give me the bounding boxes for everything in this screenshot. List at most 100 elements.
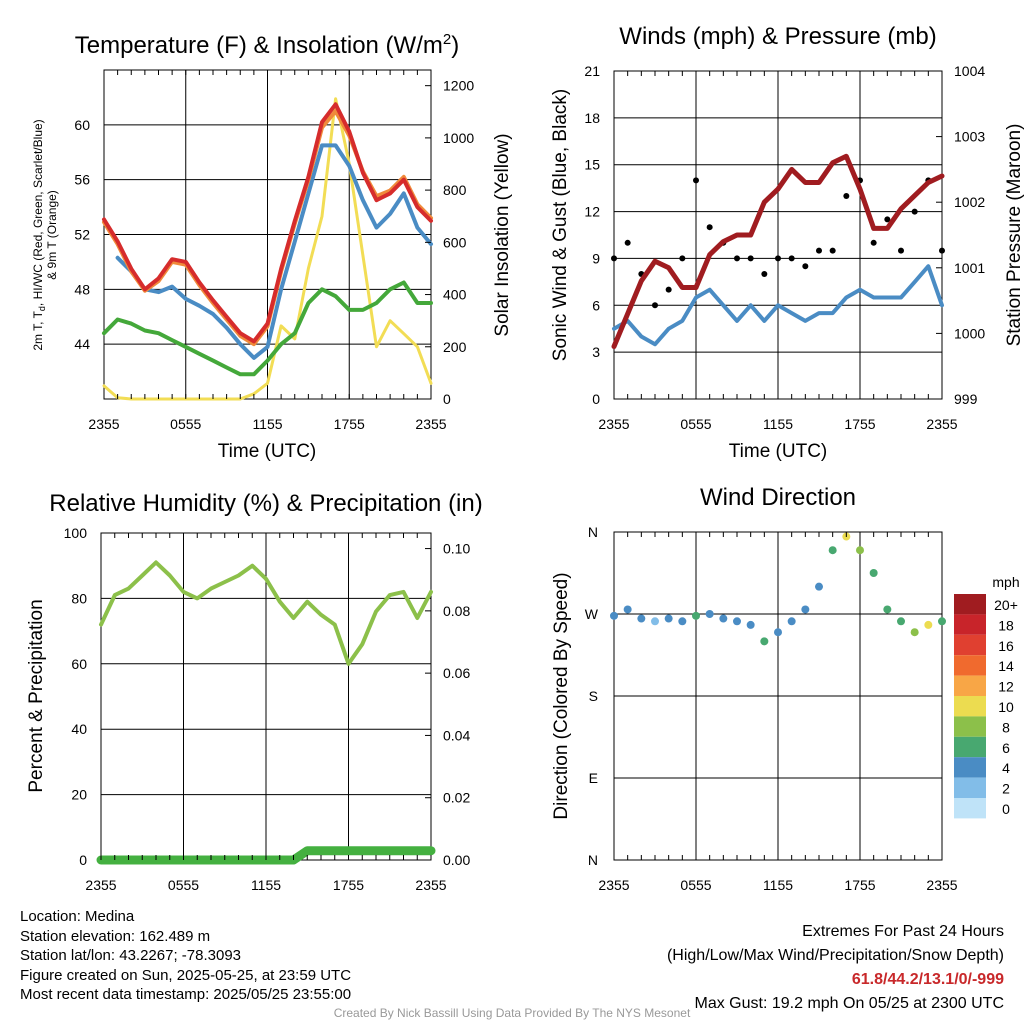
- y-right-tick-label: 0.08: [443, 603, 470, 619]
- gust-point: [693, 177, 699, 184]
- gust-point: [911, 208, 918, 215]
- direction-point: [651, 617, 659, 626]
- gust-point: [706, 224, 713, 231]
- x-tick-label: 0555: [680, 877, 711, 893]
- x-tick-label: 1755: [844, 877, 875, 893]
- y-right-tick-label: 400: [443, 287, 467, 303]
- wind-direction-title: Wind Direction: [700, 484, 856, 511]
- y-right-tick-label: 1000: [443, 130, 474, 146]
- legend-label: 6: [1002, 740, 1010, 756]
- direction-point: [664, 614, 673, 623]
- x-tick-label: 1755: [333, 877, 364, 893]
- y-right-tick-label: 800: [443, 182, 467, 198]
- y-right-tick-label: 1004: [954, 63, 985, 79]
- legend-label: 12: [998, 679, 1014, 695]
- temperature-line: [102, 102, 433, 344]
- legend-swatch: [954, 634, 986, 656]
- legend-swatch: [954, 798, 986, 819]
- y-right-tick-label: 1001: [954, 260, 985, 276]
- gust-point: [679, 255, 686, 262]
- direction-point: [705, 610, 714, 618]
- legend-label: 10: [998, 699, 1014, 715]
- direction-tick-label: W: [585, 606, 599, 622]
- y-right-tick-label: 1200: [443, 78, 474, 94]
- y-left-tick-label: 52: [74, 227, 90, 243]
- y-left-tick-label: 0: [79, 852, 87, 868]
- gust-point: [652, 302, 658, 309]
- gust-point: [843, 192, 850, 199]
- direction-point: [746, 620, 755, 629]
- x-tick-label: 1155: [763, 877, 793, 893]
- x-tick-label: 2355: [415, 877, 446, 893]
- y-left-tick-label: 60: [74, 117, 90, 133]
- extremes-values: 61.8/44.2/13.1/0/-999: [851, 971, 1004, 988]
- y-left-tick-label: 80: [71, 590, 87, 606]
- direction-point: [815, 582, 823, 591]
- direction-point: [938, 617, 946, 626]
- direction-tick-label: E: [589, 770, 598, 786]
- pressure-y-label: Station Pressure (Maroon): [1004, 124, 1024, 347]
- y-left-tick-label: 20: [71, 787, 87, 803]
- y-right-tick-label: 0.10: [443, 541, 470, 557]
- legend-label: 0: [1002, 801, 1010, 817]
- humidity-y-label: Percent & Precipitation: [26, 599, 47, 792]
- direction-point: [883, 605, 892, 614]
- direction-point: [828, 546, 837, 555]
- dewpoint-line: [102, 280, 433, 377]
- temperature-y-label-line2: & 9m T (Orange): [45, 190, 59, 280]
- x-tick-label: 2355: [415, 416, 446, 432]
- gust-point: [611, 255, 617, 262]
- humidity-line: [99, 560, 433, 666]
- direction-tick-label: N: [588, 524, 598, 540]
- y-left-tick-label: 56: [74, 172, 90, 188]
- speed-legend-title: mph: [992, 574, 1019, 590]
- max-gust: Max Gust: 19.2 mph On 05/25 at 2300 UTC: [694, 995, 1005, 1012]
- legend-label: 20+: [994, 597, 1018, 613]
- direction-tick-label: S: [589, 688, 598, 704]
- y-right-tick-label: 0.00: [443, 852, 470, 868]
- gust-point: [775, 255, 781, 262]
- direction-point: [856, 546, 864, 555]
- temperature-x-label: Time (UTC): [218, 441, 317, 462]
- extremes-info: Extremes For Past 24 Hours (High/Low/Max…: [667, 920, 1004, 1016]
- gust-point: [734, 255, 740, 262]
- winds-panel: Winds (mph) & Pressure (mb) 2355 0555 1155…: [550, 23, 1024, 462]
- winds-x-label: Time (UTC): [729, 441, 828, 462]
- direction-point: [692, 611, 700, 620]
- sonic-wind-line: [612, 264, 944, 347]
- y-left-tick-label: 3: [592, 344, 600, 360]
- y-left-tick-label: 60: [71, 656, 87, 672]
- wind-direction-y-label: Direction (Colored By Speed): [551, 572, 572, 819]
- x-tick-label: 1755: [844, 416, 875, 432]
- legend-swatch: [954, 757, 986, 778]
- humidity-panel: Relative Humidity (%) & Precipitation (i…: [26, 490, 483, 893]
- direction-tick-label: N: [588, 852, 598, 868]
- y-left-tick-label: 100: [64, 525, 88, 541]
- y-left-tick-label: 21: [584, 63, 600, 79]
- y-right-tick-label: 600: [443, 234, 467, 250]
- winds-title: Winds (mph) & Pressure (mb): [619, 23, 936, 50]
- gust-point: [939, 247, 945, 254]
- y-left-tick-label: 15: [584, 157, 600, 173]
- humidity-title: Relative Humidity (%) & Precipitation (i…: [49, 490, 482, 517]
- legend-label: 2: [1002, 781, 1010, 797]
- y-right-tick-label: 1002: [954, 194, 985, 210]
- legend-swatch: [954, 736, 986, 758]
- direction-point: [678, 617, 687, 626]
- direction-point: [719, 614, 728, 623]
- station-info: Location: Medina Station elevation: 162.…: [20, 907, 351, 1005]
- y-left-tick-label: 48: [74, 281, 90, 297]
- station-latlon: Station lat/lon: 43.2267; -78.3093: [20, 947, 242, 964]
- y-right-tick-label: 200: [443, 339, 467, 355]
- direction-point: [637, 614, 646, 623]
- y-right-tick-label: 0.04: [443, 727, 470, 743]
- winds-y-label: Sonic Wind & Gust (Blue, Black): [550, 89, 571, 361]
- direction-point: [869, 569, 878, 577]
- legend-label: 4: [1002, 760, 1010, 776]
- y-left-tick-label: 44: [74, 336, 90, 352]
- direction-point: [910, 628, 919, 637]
- x-tick-label: 0555: [680, 416, 711, 432]
- x-tick-label: 0555: [168, 877, 199, 893]
- temperature-panel: Temperature (F) & Insolation (W/m2) 2355…: [31, 31, 513, 462]
- gust-point: [816, 247, 822, 254]
